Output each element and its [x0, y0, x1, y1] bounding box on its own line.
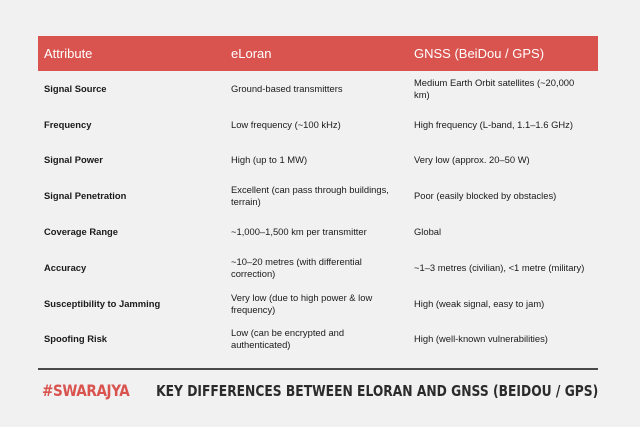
row-gnss-value: High frequency (L-band, 1.1–1.6 GHz) — [414, 118, 573, 130]
header-attribute: Attribute — [44, 46, 93, 61]
row-attribute: Susceptibility to Jamming — [44, 297, 161, 309]
header-eloran: eLoran — [231, 46, 272, 61]
row-eloran-value: Very low (due to high power & low freque… — [231, 291, 373, 315]
brand-logo: #SWARAJYA — [42, 381, 130, 400]
comparison-table: Attribute eLoran GNSS (BeiDou / GPS) Sig… — [38, 36, 598, 357]
row-gnss-value: Medium Earth Orbit satellites (~20,000 k… — [414, 76, 575, 100]
row-eloran-value: Excellent (can pass through buildings, t… — [231, 184, 389, 208]
row-attribute: Spoofing Risk — [44, 333, 108, 345]
row-eloran-value: Low (can be encrypted and authenticated) — [231, 327, 345, 351]
table-row: Accuracy ~10–20 metres (with differentia… — [38, 250, 598, 286]
footer-caption: KEY DIFFERENCES BETWEEN ELORAN AND GNSS … — [155, 382, 598, 400]
table-row: Coverage Range ~1,000–1,500 km per trans… — [38, 214, 598, 250]
footer-divider — [38, 368, 598, 370]
table-row: Spoofing Risk Low (can be encrypted and … — [38, 322, 598, 358]
row-attribute: Coverage Range — [44, 226, 118, 238]
row-attribute: Signal Power — [44, 154, 103, 166]
row-attribute: Signal Penetration — [44, 190, 127, 202]
row-gnss-value: Global — [414, 226, 442, 238]
row-eloran-value: Low frequency (~100 kHz) — [231, 118, 341, 130]
row-attribute: Accuracy — [44, 261, 87, 273]
header-gnss: GNSS (BeiDou / GPS) — [414, 46, 545, 61]
table-row: Signal Penetration Excellent (can pass t… — [38, 178, 598, 214]
row-gnss-value: High (weak signal, easy to jam) — [414, 297, 545, 309]
row-gnss-value: Very low (approx. 20–50 W) — [414, 154, 530, 166]
row-gnss-value: High (well-known vulnerabilities) — [414, 333, 548, 345]
row-eloran-value: ~1,000–1,500 km per transmitter — [231, 226, 367, 238]
row-eloran-value: ~10–20 metres (with differential correct… — [231, 255, 362, 279]
row-attribute: Signal Source — [44, 82, 107, 94]
table-row: Signal Power High (up to 1 MW) Very low … — [38, 143, 598, 179]
row-attribute: Frequency — [44, 118, 92, 130]
table-row: Frequency Low frequency (~100 kHz) High … — [38, 107, 598, 143]
row-gnss-value: Poor (easily blocked by obstacles) — [414, 190, 557, 202]
table-row: Signal Source Ground-based transmitters … — [38, 71, 598, 107]
row-eloran-value: High (up to 1 MW) — [231, 154, 308, 166]
row-gnss-value: ~1–3 metres (civilian), <1 metre (milita… — [414, 261, 585, 273]
table-header-row: Attribute eLoran GNSS (BeiDou / GPS) — [38, 36, 598, 71]
table-row: Susceptibility to Jamming Very low (due … — [38, 286, 598, 322]
row-eloran-value: Ground-based transmitters — [231, 82, 343, 94]
